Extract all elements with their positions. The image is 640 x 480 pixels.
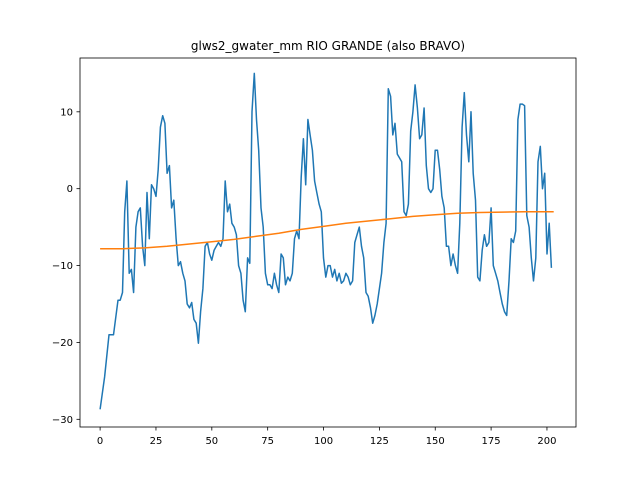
y-tick-label: −10 xyxy=(52,261,73,272)
series-layer xyxy=(99,72,554,410)
series-line-1 xyxy=(99,72,553,410)
x-tick-label: 200 xyxy=(537,436,556,447)
axes-frame xyxy=(79,57,577,428)
y-tick-label: −30 xyxy=(52,415,73,426)
y-tick-label: 0 xyxy=(67,184,73,195)
ticks-layer: 0 25 50 75 100 125 150 175 200 −30 −20 −10 0 10 xyxy=(52,107,557,447)
x-tick-label: 125 xyxy=(370,436,389,447)
x-tick-label: 175 xyxy=(482,436,501,447)
x-tick-label: 100 xyxy=(314,436,333,447)
x-tick-label: 0 xyxy=(97,436,103,447)
x-tick-label: 75 xyxy=(261,436,274,447)
x-tick-label: 25 xyxy=(150,436,163,447)
x-tick-label: 150 xyxy=(426,436,445,447)
y-tick-label: −20 xyxy=(52,338,73,349)
x-tick-label: 50 xyxy=(205,436,218,447)
chart-title: glws2_gwater_mm RIO GRANDE (also BRAVO) xyxy=(191,39,465,53)
y-tick-label: 10 xyxy=(60,107,73,118)
series-line-2 xyxy=(100,211,554,250)
